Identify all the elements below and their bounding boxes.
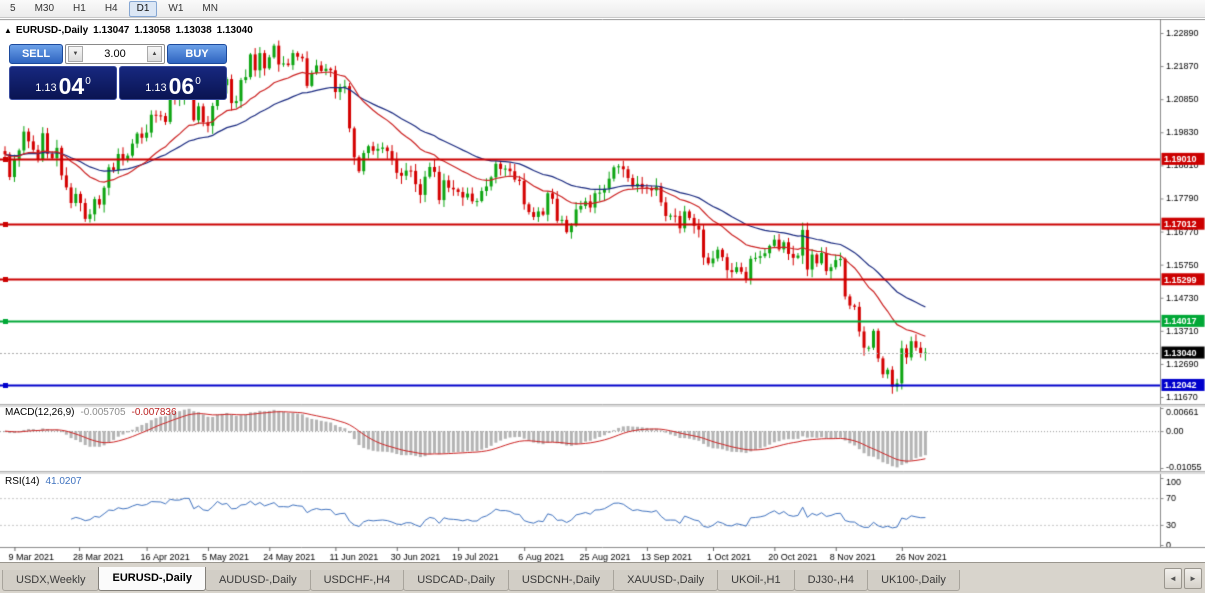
tabs-scroll-right-button[interactable]: ► <box>1184 568 1202 589</box>
bid-price-big-digits: 04 <box>58 73 85 99</box>
volume-input[interactable]: 3.00 <box>104 48 126 60</box>
ohlc-high: 1.13058 <box>134 25 171 36</box>
tab-usdcad-daily[interactable]: USDCAD-,Daily <box>403 570 509 591</box>
tabs-scroll-left-button[interactable]: ◄ <box>1164 568 1182 589</box>
timeframe-button-w1[interactable]: W1 <box>168 2 184 14</box>
tab-xauusd-daily[interactable]: XAUUSD-,Daily <box>613 570 719 591</box>
ohlc-close: 1.13040 <box>216 25 253 36</box>
bid-price-sup-digit: 0 <box>85 76 91 87</box>
tab-usdx-weekly[interactable]: USDX,Weekly <box>2 570 100 591</box>
chart-tabs: USDX,Weekly EURUSD-,Daily AUDUSD-,Daily USD… <box>2 567 960 591</box>
timeframe-button-5[interactable]: 5 <box>10 2 16 14</box>
rsi-value: 41.0207 <box>45 476 82 487</box>
rsi-name: RSI(14) <box>5 476 40 487</box>
tab-dj30-h4[interactable]: DJ30-,H4 <box>793 570 869 591</box>
ask-price-sup-digit: 0 <box>195 76 201 87</box>
buy-price-panel[interactable]: 1.13 06 0 <box>119 66 227 100</box>
macd-signal-value: -0.007836 <box>131 407 177 418</box>
tab-uk100-daily[interactable]: UK100-,Daily <box>867 570 960 591</box>
ohlc-low: 1.13038 <box>175 25 212 36</box>
price-chart-canvas[interactable] <box>0 19 1205 562</box>
chart-ohlc-title: ▲ EURUSD-,Daily 1.13047 1.13058 1.13038 1.130… <box>4 25 258 36</box>
tab-ukoil-h1[interactable]: UKOil-,H1 <box>717 570 795 591</box>
macd-value: -0.005705 <box>80 407 126 418</box>
timeframe-button-h4[interactable]: H4 <box>104 2 118 14</box>
tab-usdchf-h4[interactable]: USDCHF-,H4 <box>309 570 405 591</box>
bid-price-prefix: 1.13 <box>35 82 57 94</box>
buy-button[interactable]: BUY <box>167 44 227 64</box>
one-click-trading-panel: SELL ▼ 3.00 ▲ BUY 1.13 04 0 1.13 06 0 <box>9 44 227 100</box>
volume-increase-icon[interactable]: ▲ <box>147 46 162 62</box>
sell-button[interactable]: SELL <box>9 44 63 64</box>
ask-price-prefix: 1.13 <box>145 82 167 94</box>
tabs-scroll-controls: ◄ ► <box>1164 568 1202 589</box>
chart-tabs-bar: USDX,Weekly EURUSD-,Daily AUDUSD-,Daily USD… <box>0 562 1205 593</box>
macd-indicator-label: MACD(12,26,9) -0.005705 -0.007836 <box>5 407 183 418</box>
ask-price-big-digits: 06 <box>168 73 195 99</box>
macd-name: MACD(12,26,9) <box>5 407 75 418</box>
timeframe-button-d1[interactable]: D1 <box>128 0 158 17</box>
volume-decrease-icon[interactable]: ▼ <box>68 46 83 62</box>
timeframe-toolbar: 5 M30 H1 H4 D1 W1 MN <box>0 0 1205 18</box>
sell-price-panel[interactable]: 1.13 04 0 <box>9 66 117 100</box>
tab-usdcnh-daily[interactable]: USDCNH-,Daily <box>507 570 615 591</box>
tab-audusd-daily[interactable]: AUDUSD-,Daily <box>204 570 311 591</box>
tab-eurusd-daily[interactable]: EURUSD-,Daily <box>98 567 206 591</box>
chart-symbol-period: EURUSD-,Daily <box>15 25 89 36</box>
ohlc-open: 1.13047 <box>93 25 130 36</box>
chart-collapse-icon[interactable]: ▲ <box>4 26 12 35</box>
volume-field: ▼ 3.00 ▲ <box>65 44 165 64</box>
timeframe-button-m30[interactable]: M30 <box>34 2 55 14</box>
timeframe-button-mn[interactable]: MN <box>202 2 218 14</box>
timeframe-button-h1[interactable]: H1 <box>73 2 86 14</box>
rsi-indicator-label: RSI(14) 41.0207 <box>5 476 88 487</box>
